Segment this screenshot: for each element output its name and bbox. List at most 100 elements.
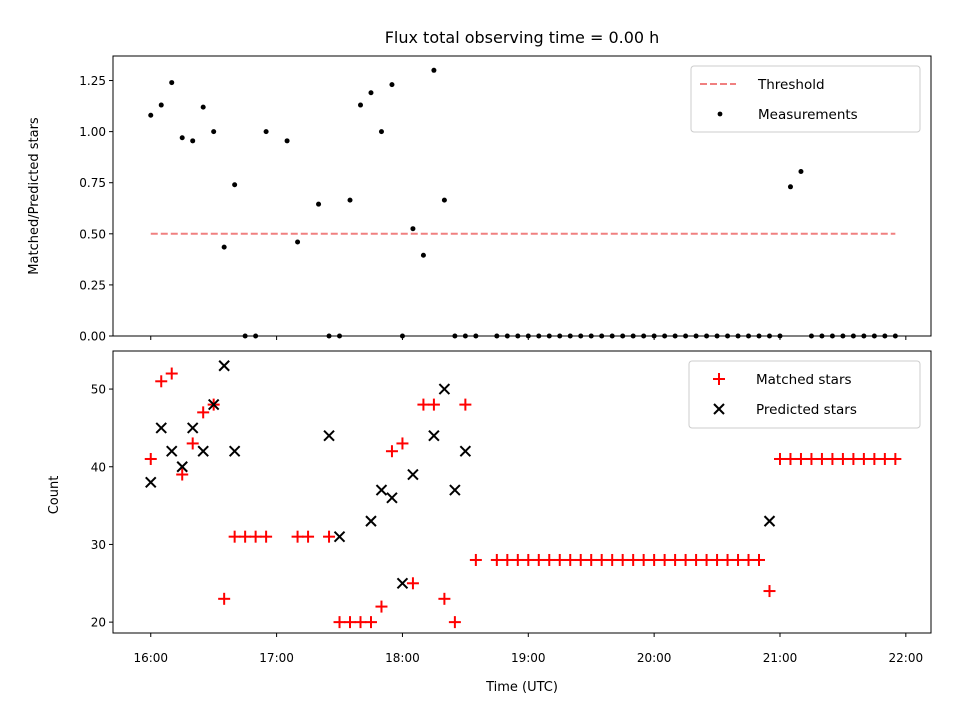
measurement-point bbox=[557, 333, 563, 339]
matched-star-point bbox=[836, 452, 849, 465]
matched-star-point bbox=[218, 592, 231, 605]
top-y-tick-label: 0.00 bbox=[79, 330, 106, 344]
matched-star-point bbox=[155, 375, 168, 388]
matched-star-point bbox=[826, 452, 839, 465]
measurement-point bbox=[777, 333, 783, 339]
measurement-point bbox=[326, 333, 332, 339]
measurement-point bbox=[200, 104, 206, 110]
matched-star-point bbox=[144, 452, 157, 465]
matched-star-point bbox=[511, 553, 524, 566]
measurement-point bbox=[871, 333, 877, 339]
measurement-point bbox=[819, 333, 825, 339]
matched-star-point bbox=[469, 553, 482, 566]
measurement-point bbox=[840, 333, 846, 339]
measurement-point bbox=[399, 333, 405, 339]
measurement-point bbox=[882, 333, 888, 339]
x-tick-label: 18:00 bbox=[385, 651, 420, 665]
matched-star-point bbox=[857, 452, 870, 465]
top-y-tick-label: 1.25 bbox=[79, 74, 106, 88]
matched-star-point bbox=[721, 553, 734, 566]
measurement-point bbox=[347, 197, 353, 203]
predicted-star-point bbox=[449, 484, 461, 496]
matched-star-point bbox=[679, 553, 692, 566]
matched-star-point bbox=[606, 553, 619, 566]
measurement-point bbox=[808, 333, 814, 339]
measurement-point bbox=[567, 333, 573, 339]
measurement-point bbox=[169, 80, 175, 86]
measurement-point bbox=[263, 129, 269, 135]
measurement-point bbox=[504, 333, 510, 339]
measurement-point bbox=[850, 333, 856, 339]
top-y-tick-label: 1.00 bbox=[79, 125, 106, 139]
measurement-point bbox=[473, 333, 479, 339]
bottom-y-tick-label: 30 bbox=[91, 538, 106, 552]
measurement-point bbox=[756, 333, 762, 339]
legend-predicted-swatch bbox=[713, 403, 725, 415]
matched-star-point bbox=[427, 398, 440, 411]
matched-star-point bbox=[616, 553, 629, 566]
matched-star-point bbox=[396, 437, 409, 450]
top-legend: Threshold Measurements bbox=[690, 65, 921, 133]
matched-star-point bbox=[805, 452, 818, 465]
measurement-point bbox=[242, 333, 248, 339]
measurement-point bbox=[704, 333, 710, 339]
measurement-point bbox=[892, 333, 898, 339]
bottom-y-tick-label: 20 bbox=[91, 616, 106, 630]
matched-star-point bbox=[165, 367, 178, 380]
matched-star-point bbox=[239, 530, 252, 543]
measurement-point bbox=[546, 333, 552, 339]
bottom-legend: Matched stars Predicted stars bbox=[688, 360, 921, 429]
matched-star-point bbox=[385, 445, 398, 458]
matched-star-point bbox=[438, 592, 451, 605]
measurement-point bbox=[725, 333, 731, 339]
measurement-point bbox=[620, 333, 626, 339]
x-tick-label: 19:00 bbox=[511, 651, 546, 665]
measurement-point bbox=[221, 244, 227, 250]
predicted-star-point bbox=[207, 398, 220, 411]
measurement-point bbox=[316, 201, 322, 207]
top-y-axis-label: Matched/Predicted stars bbox=[27, 117, 42, 275]
measurement-point bbox=[452, 333, 458, 339]
predicted-star-point bbox=[438, 383, 451, 395]
matched-star-point bbox=[459, 398, 472, 411]
matched-star-point bbox=[669, 553, 682, 566]
legend-matched-swatch bbox=[713, 373, 725, 385]
x-tick-label: 17:00 bbox=[259, 651, 294, 665]
predicted-star-point bbox=[228, 445, 241, 457]
measurement-point bbox=[787, 184, 793, 190]
measurement-point bbox=[672, 333, 678, 339]
bottom-legend-box bbox=[688, 360, 921, 429]
matched-star-point bbox=[784, 452, 797, 465]
predicted-star-point bbox=[386, 492, 398, 504]
legend-matched-label: Matched stars bbox=[756, 372, 852, 388]
legend-predicted-label: Predicted stars bbox=[756, 402, 857, 418]
measurement-point bbox=[148, 112, 154, 118]
predicted-star-point bbox=[145, 476, 157, 488]
legend-threshold-label: Threshold bbox=[757, 77, 825, 93]
top-y-tick-label: 0.25 bbox=[79, 278, 106, 292]
matched-star-point bbox=[763, 585, 776, 598]
matched-star-point bbox=[564, 553, 577, 566]
matched-star-point bbox=[354, 616, 367, 629]
measurement-point bbox=[179, 135, 185, 141]
bottom-y-axis-label: Count bbox=[47, 476, 62, 515]
measurement-point bbox=[158, 102, 164, 108]
matched-star-point bbox=[197, 406, 210, 419]
matched-star-point bbox=[711, 553, 724, 566]
legend-measurements-label: Measurements bbox=[758, 107, 858, 123]
measurement-point bbox=[211, 129, 217, 135]
measurement-point bbox=[693, 333, 699, 339]
measurement-point bbox=[861, 333, 867, 339]
measurement-point bbox=[735, 333, 741, 339]
matched-star-point bbox=[794, 452, 807, 465]
measurement-point bbox=[651, 333, 657, 339]
measurement-point bbox=[357, 102, 363, 108]
matched-star-point bbox=[637, 553, 650, 566]
bottom-y-tick-label: 50 bbox=[91, 383, 106, 397]
matched-star-point bbox=[522, 553, 535, 566]
matched-star-point bbox=[847, 452, 860, 465]
measurement-point bbox=[599, 333, 605, 339]
matched-star-point bbox=[553, 553, 566, 566]
predicted-star-point bbox=[176, 461, 188, 473]
matched-star-point bbox=[364, 616, 377, 629]
